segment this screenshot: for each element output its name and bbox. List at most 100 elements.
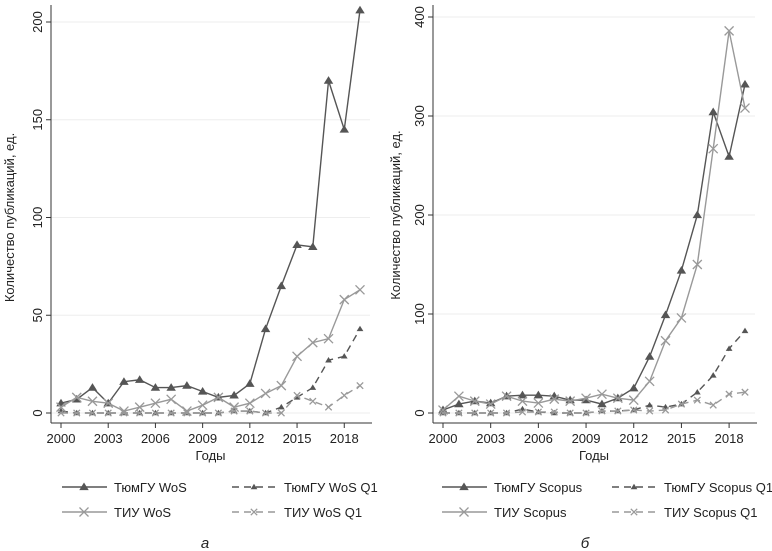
x-marker <box>660 335 671 346</box>
legend-item: ТИУ Scopus <box>442 505 567 520</box>
x-marker <box>340 391 348 400</box>
x-marker <box>724 25 735 36</box>
x-marker <box>277 409 285 417</box>
triangle-marker <box>709 372 717 378</box>
legend-label: ТюмГУ WoS Q1 <box>284 480 378 495</box>
x-tick-label: 2009 <box>188 431 217 446</box>
x-marker <box>517 396 528 407</box>
x-marker <box>485 399 496 410</box>
x-marker <box>630 508 638 516</box>
x-marker <box>550 408 558 416</box>
x-marker <box>244 398 255 409</box>
triangle-marker <box>245 379 255 387</box>
y-axis-title: Количество публикаций, ед. <box>2 133 17 302</box>
x-marker <box>167 409 175 417</box>
x-marker <box>79 507 89 517</box>
x-axis-title: Годы <box>195 448 225 463</box>
triangle-marker <box>308 242 318 250</box>
x-marker <box>261 409 270 417</box>
series-line <box>60 289 361 412</box>
x-marker <box>214 409 223 417</box>
triangle-marker <box>517 390 528 399</box>
x-marker <box>293 391 301 400</box>
triangle-marker <box>339 125 349 133</box>
triangle-marker <box>355 5 365 14</box>
x-marker <box>151 409 160 417</box>
x-tick-label: 2009 <box>572 431 601 446</box>
panel-caption: а <box>201 535 209 551</box>
x-marker <box>534 408 543 416</box>
x-tick-label: 2018 <box>715 431 744 446</box>
x-marker <box>439 409 447 417</box>
legend-label: ТИУ WoS Q1 <box>284 505 362 520</box>
x-marker <box>57 409 65 417</box>
triangle-marker <box>309 384 317 390</box>
legend-item: ТюмГУ WoS Q1 <box>232 480 378 495</box>
series-line <box>442 30 746 411</box>
x-marker <box>596 389 607 400</box>
x-marker <box>598 407 606 415</box>
triangle-marker <box>740 79 750 88</box>
x-tick-label: 2018 <box>330 431 359 446</box>
x-marker <box>549 394 560 405</box>
triangle-marker <box>630 483 638 490</box>
series-line <box>443 391 746 414</box>
triangle-marker <box>277 403 285 410</box>
x-tick-label: 2015 <box>283 431 312 446</box>
x-marker <box>533 398 544 409</box>
triangle-marker <box>197 386 208 395</box>
x-marker <box>150 398 161 409</box>
x-marker <box>355 284 365 295</box>
triangle-marker <box>629 383 639 392</box>
x-marker <box>104 409 112 417</box>
x-marker <box>693 396 701 404</box>
triangle-marker <box>725 345 733 351</box>
y-tick-label: 100 <box>412 303 427 325</box>
x-marker <box>292 351 303 362</box>
x-marker <box>709 401 717 409</box>
legend-item: ТюмГУ Scopus Q1 <box>612 480 772 495</box>
legend-item: ТИУ Scopus Q1 <box>612 505 757 520</box>
x-marker <box>166 394 177 405</box>
x-marker <box>677 400 686 408</box>
x-marker <box>324 403 333 411</box>
triangle-marker <box>292 240 302 249</box>
x-marker <box>73 409 81 417</box>
x-marker <box>339 294 350 305</box>
legend-label: ТИУ WoS <box>114 505 171 520</box>
x-marker <box>88 409 97 417</box>
triangle-marker <box>693 389 701 395</box>
x-marker <box>725 390 733 398</box>
triangle-marker <box>454 399 464 408</box>
triangle-marker <box>260 324 271 333</box>
x-marker <box>230 407 238 415</box>
x-marker <box>136 409 144 417</box>
x-marker <box>501 391 512 402</box>
triangle-marker <box>708 107 718 116</box>
series-ТИУ-WoS <box>56 284 365 417</box>
x-marker <box>120 409 128 417</box>
triangle-marker <box>79 482 89 491</box>
x-marker <box>471 409 479 417</box>
x-marker <box>581 393 592 404</box>
legend-label: ТИУ Scopus <box>494 505 567 520</box>
x-marker <box>630 406 638 414</box>
x-marker <box>87 396 98 407</box>
triangle-marker <box>646 401 653 408</box>
triangle-marker <box>692 210 703 219</box>
x-marker <box>566 409 574 417</box>
y-tick-label: 400 <box>412 6 427 28</box>
x-tick-label: 2012 <box>619 431 648 446</box>
series-ТИУ-Scopus-Q1 <box>439 388 749 417</box>
series-ТюмГУ-WoS <box>56 5 365 407</box>
x-marker <box>197 400 208 411</box>
x-tick-label: 2006 <box>524 431 553 446</box>
x-marker <box>469 396 480 407</box>
chart-2: 0 100 200 300 400 2000 2003 2006 2009 2012 2015 201… <box>388 5 772 551</box>
x-marker <box>276 380 287 391</box>
x-marker <box>183 409 191 417</box>
triangle-marker <box>276 281 287 290</box>
y-tick-label: 100 <box>30 207 45 229</box>
triangle-marker <box>119 377 129 385</box>
